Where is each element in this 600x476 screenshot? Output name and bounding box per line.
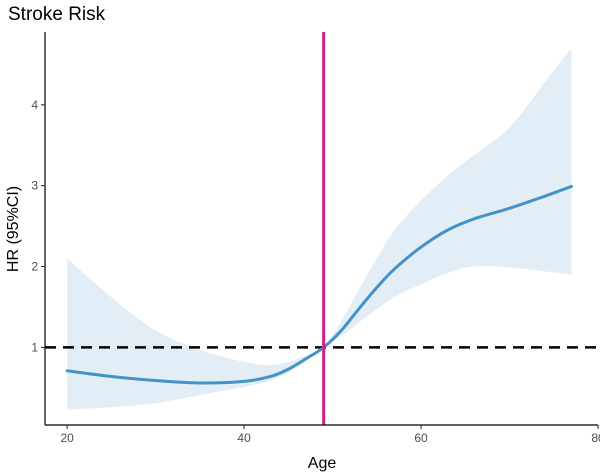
y-tick-label: 3: [31, 179, 38, 193]
y-tick-label: 1: [31, 340, 38, 354]
y-tick-label: 2: [31, 260, 38, 274]
chart-title: Stroke Risk: [8, 4, 106, 25]
confidence-band-0: [67, 48, 572, 410]
x-tick-label: 80: [591, 431, 600, 445]
hr-curve-0: [65, 184, 573, 385]
y-axis-label: HR (95%CI): [5, 186, 22, 272]
x-axis-label: Age: [308, 455, 337, 472]
x-tick-label: 40: [237, 431, 251, 445]
plot-area: 20 40 60 80 1 2 3 4: [31, 32, 600, 445]
y-tick-label: 4: [31, 98, 38, 112]
x-tick-label: 20: [60, 431, 74, 445]
x-tick-label: 60: [414, 431, 428, 445]
